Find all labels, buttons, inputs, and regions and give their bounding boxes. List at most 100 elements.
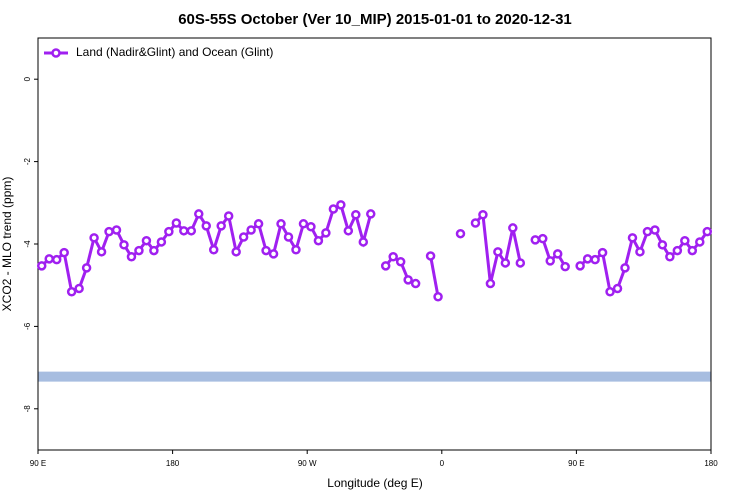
- data-point: [291, 245, 301, 255]
- data-point: [358, 237, 369, 247]
- x-tick-label: 90 W: [298, 459, 317, 468]
- data-point: [620, 263, 630, 273]
- data-point: [395, 256, 406, 267]
- data-point: [44, 254, 54, 264]
- x-tick-label: 0: [440, 459, 445, 468]
- data-point: [231, 247, 241, 257]
- data-point: [590, 254, 600, 265]
- data-point: [403, 275, 413, 285]
- data-point: [695, 237, 705, 247]
- data-point: [306, 221, 316, 232]
- chart-title: 60S-55S October (Ver 10_MIP) 2015-01-01 …: [178, 11, 572, 28]
- data-point: [388, 252, 398, 262]
- data-point: [276, 219, 286, 229]
- data-point: [119, 240, 129, 250]
- data-point: [283, 232, 294, 242]
- data-point: [201, 221, 211, 231]
- data-point: [425, 251, 436, 261]
- data-point: [455, 228, 466, 239]
- data-point: [253, 219, 264, 229]
- data-point: [687, 245, 698, 256]
- data-point: [89, 233, 99, 243]
- data-point: [642, 226, 653, 237]
- data-point: [179, 226, 189, 236]
- data-point: [141, 235, 152, 246]
- data-point: [366, 209, 376, 219]
- data-point: [134, 245, 144, 256]
- data-point: [627, 233, 638, 243]
- data-point: [74, 283, 84, 294]
- data-point: [126, 252, 137, 262]
- data-point: [149, 245, 159, 256]
- y-tick-label: -4: [23, 240, 32, 248]
- data-point: [208, 245, 219, 255]
- data-point: [336, 200, 346, 210]
- data-point: [545, 256, 555, 266]
- data-point: [665, 252, 675, 262]
- data-point: [223, 211, 234, 221]
- data-point: [582, 254, 593, 264]
- data-point: [470, 218, 481, 228]
- legend-marker: [51, 48, 61, 58]
- data-point: [493, 247, 503, 257]
- data-point: [246, 225, 256, 235]
- data-point: [156, 237, 167, 247]
- data-point: [597, 247, 608, 258]
- data-point: [410, 278, 421, 289]
- x-tick-label: 90 E: [568, 459, 584, 468]
- data-point: [171, 218, 182, 228]
- data-point: [51, 254, 62, 265]
- data-point: [104, 226, 114, 237]
- data-point: [66, 287, 77, 297]
- y-tick-label: -6: [23, 322, 32, 330]
- data-point: [321, 228, 331, 238]
- data-point: [343, 226, 354, 236]
- data-point: [605, 287, 615, 297]
- x-axis-label: Longitude (deg E): [327, 476, 422, 490]
- data-point: [238, 232, 249, 242]
- data-point: [351, 209, 361, 220]
- data-point: [194, 209, 204, 219]
- x-tick-label: 180: [166, 459, 180, 468]
- data-point: [328, 204, 339, 214]
- data-point: [508, 223, 518, 233]
- data-point: [530, 235, 541, 245]
- legend-label: Land (Nadir&Glint) and Ocean (Glint): [76, 45, 273, 59]
- data-point: [552, 249, 563, 259]
- data-point: [657, 240, 668, 250]
- data-point: [635, 247, 645, 257]
- y-tick-label: -2: [23, 157, 32, 165]
- x-tick-label: 180: [704, 459, 718, 468]
- data-point: [672, 245, 683, 256]
- data-point: [380, 261, 391, 271]
- series-line: [429, 255, 440, 298]
- data-point: [111, 225, 122, 235]
- data-point: [485, 278, 496, 289]
- data-point: [313, 235, 324, 246]
- data-point: [59, 247, 69, 258]
- data-point: [268, 249, 279, 259]
- data-point: [500, 258, 511, 268]
- data-point: [650, 225, 660, 235]
- y-tick-label: -8: [23, 405, 32, 413]
- data-point: [560, 261, 570, 272]
- data-point: [261, 245, 271, 256]
- y-axis-label: XCO2 - MLO trend (ppm): [0, 177, 14, 312]
- series-line: [40, 202, 373, 294]
- data-point: [298, 219, 309, 229]
- data-point: [702, 226, 713, 237]
- data-point: [680, 235, 690, 246]
- y-tick-label: 0: [23, 76, 32, 81]
- data-point: [538, 233, 548, 244]
- data-point: [575, 261, 585, 271]
- data-point: [478, 209, 488, 220]
- data-point: [36, 261, 47, 271]
- data-point: [433, 291, 443, 302]
- plot-frame: [37, 37, 712, 451]
- data-point: [612, 283, 623, 294]
- data-point: [96, 247, 107, 257]
- data-point: [186, 226, 197, 236]
- data-point: [164, 226, 174, 237]
- data-point: [216, 221, 226, 231]
